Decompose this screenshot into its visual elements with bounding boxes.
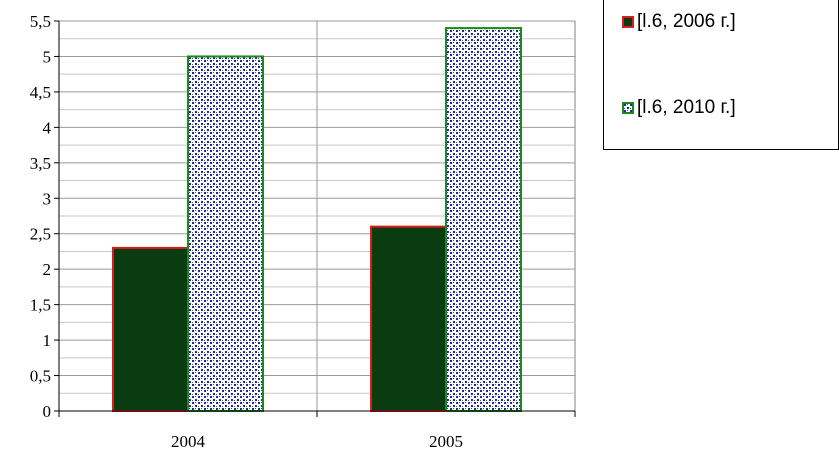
bar-2004-series-1 bbox=[187, 55, 264, 412]
x-tick-label: 2005 bbox=[429, 432, 463, 451]
y-tick-label: 5 bbox=[43, 47, 52, 66]
x-tick-label: 2004 bbox=[171, 432, 206, 451]
legend-item-2010: [l.6, 2010 г.] bbox=[622, 97, 736, 119]
y-tick-label: 0 bbox=[43, 402, 52, 421]
bar-2005-series-0 bbox=[370, 225, 447, 412]
y-tick-label: 1 bbox=[43, 331, 52, 350]
bars bbox=[112, 27, 522, 412]
axes bbox=[54, 20, 576, 417]
y-tick-label: 5,5 bbox=[30, 12, 51, 31]
y-tick-label: 2,5 bbox=[30, 225, 51, 244]
y-tick-label: 4 bbox=[43, 118, 52, 137]
tick-labels: 0 0,5 1 1,5 2 2,5 3 3,5 4 4,5 5 5,5 2004 2005 bbox=[30, 12, 463, 451]
y-tick-label: 2 bbox=[43, 260, 52, 279]
legend-label-2010: [l.6, 2010 г.] bbox=[637, 97, 736, 118]
y-tick-label: 3 bbox=[43, 189, 52, 208]
legend-swatch-2006 bbox=[622, 16, 634, 28]
legend-label-2006: [l.6, 2006 г.] bbox=[637, 11, 736, 32]
bar-2004-series-0 bbox=[112, 246, 189, 412]
y-tick-label: 0,5 bbox=[30, 367, 51, 386]
y-tick-label: 3,5 bbox=[30, 154, 51, 173]
legend-item-2006: [l.6, 2006 г.] bbox=[622, 11, 736, 33]
y-tick-label: 4,5 bbox=[30, 83, 51, 102]
legend: [l.6, 2006 г.] [l.6, 2010 г.] bbox=[603, 0, 839, 150]
bar-2005-series-1 bbox=[445, 27, 522, 412]
y-tick-label: 1,5 bbox=[30, 296, 51, 315]
legend-swatch-2010 bbox=[622, 102, 634, 114]
